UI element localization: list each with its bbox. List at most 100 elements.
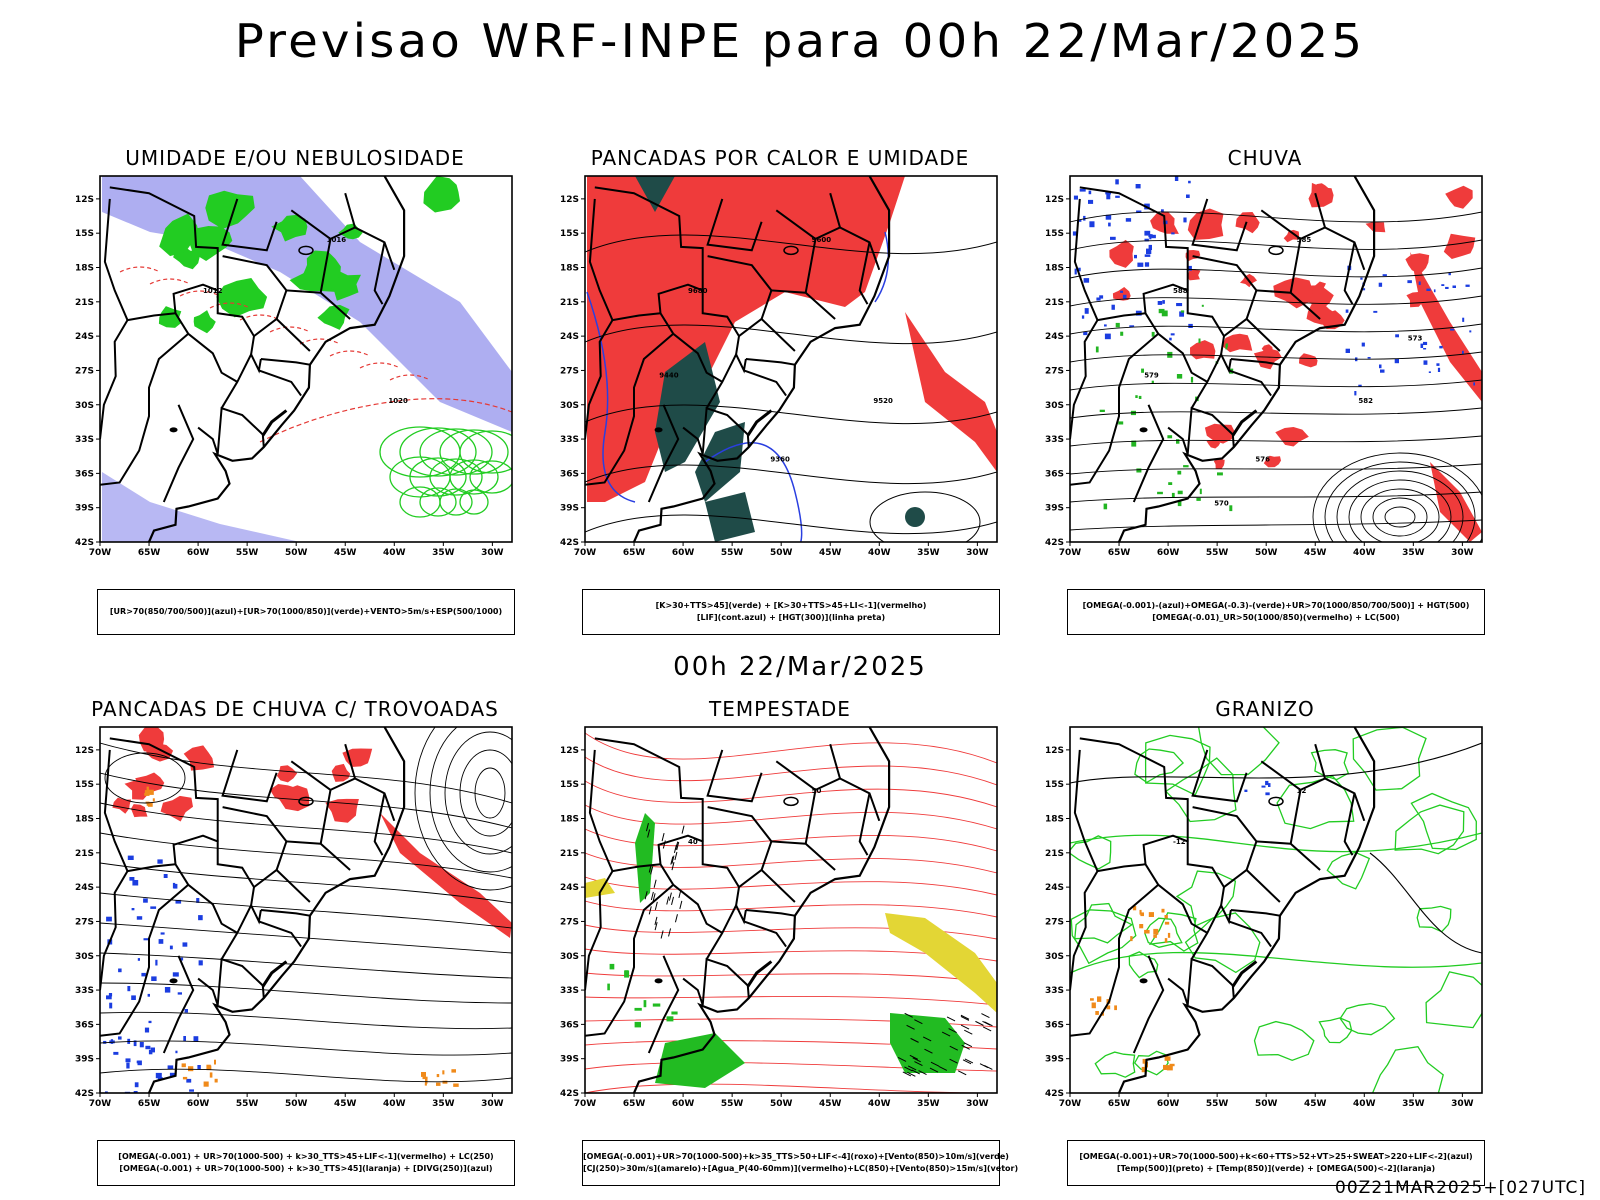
lon-tick-label: 30W <box>966 548 989 558</box>
lat-tick-label: 12S <box>1045 195 1064 205</box>
lat-tick-label: 18S <box>560 264 579 274</box>
border-line <box>588 749 661 873</box>
border-line <box>162 404 195 503</box>
green-contour <box>1148 912 1199 952</box>
dark-shading <box>905 507 925 527</box>
blue-omega-area <box>1157 301 1163 305</box>
blue-omega-area <box>1179 311 1184 317</box>
blue-divergence-area <box>175 899 182 904</box>
panel-legend: [OMEGA(-0.001)+UR>70(1000-500)+k>35_TTS>… <box>582 1140 1018 1186</box>
lon-tick-label: 70W <box>89 1099 112 1109</box>
lat-tick-label: 18S <box>560 815 579 825</box>
lat-tick-label: 33S <box>560 435 579 445</box>
lc850-streamline <box>585 876 997 896</box>
border-line <box>100 870 129 991</box>
wind-vector <box>679 900 683 910</box>
blue-divergence-area <box>163 874 168 878</box>
orange-shading <box>1095 1011 1099 1015</box>
border-line <box>344 743 356 779</box>
streamline <box>100 832 512 879</box>
blue-divergence-area <box>155 1072 162 1079</box>
green-omega-area <box>1151 331 1155 337</box>
lat-tick-label: 12S <box>1045 746 1064 756</box>
blue-omega-area <box>1108 222 1111 227</box>
green-contour <box>1371 1045 1444 1093</box>
red-dashed-contour <box>209 302 251 309</box>
dark-shading <box>635 176 675 212</box>
blue-omega-area <box>1452 285 1456 288</box>
blue-omega-area <box>1426 288 1431 291</box>
border-line <box>1132 955 1165 1054</box>
wind-vector <box>670 856 674 865</box>
streamline <box>1070 519 1482 531</box>
wind-vector <box>654 901 658 910</box>
lon-tick-label: 45W <box>334 1099 357 1109</box>
green-contour <box>1184 912 1261 974</box>
streamline <box>100 892 512 929</box>
blue-omega-area <box>1373 310 1378 313</box>
streamline <box>1070 435 1482 447</box>
state-border <box>783 796 799 807</box>
blue-divergence-area <box>175 1050 178 1054</box>
orange-shading <box>436 1074 440 1078</box>
blue-omega-area <box>1129 325 1135 328</box>
blue-omega-area <box>1345 348 1350 353</box>
green-omega-area <box>1135 395 1138 398</box>
border-line <box>705 352 747 409</box>
red-dashed-contour <box>119 266 161 273</box>
orange-shading <box>1142 1058 1146 1064</box>
green-contour <box>1070 832 1482 853</box>
blue-omega-area <box>1115 195 1120 198</box>
blue-omega-area <box>1074 268 1077 275</box>
lon-tick-label: 50W <box>1255 548 1278 558</box>
contour-label: 9680 <box>688 287 708 295</box>
blue-omega-area <box>1122 294 1127 299</box>
blue-divergence-area <box>184 1009 188 1013</box>
wind-vector <box>949 1045 958 1051</box>
lon-tick-label: 35W <box>1402 548 1425 558</box>
lat-tick-label: 30S <box>1045 401 1064 411</box>
blue-omega-area <box>1120 290 1123 293</box>
contour-label: 9600 <box>812 236 832 244</box>
blue-omega-area <box>1378 282 1383 287</box>
lat-tick-label: 27S <box>75 917 94 927</box>
legend-line: [Temp(500)](preto) + [Temp(850)](verde) … <box>1116 1164 1436 1173</box>
contour-label: 9520 <box>873 397 893 405</box>
orange-shading <box>453 1083 459 1087</box>
blue-omega-area <box>1146 248 1152 254</box>
wind-vector <box>914 1019 923 1025</box>
lake <box>1139 978 1148 984</box>
red-shading <box>1253 348 1282 370</box>
wind-vector <box>904 1012 913 1018</box>
lat-tick-label: 30S <box>560 952 579 962</box>
wind-vector <box>674 914 678 923</box>
red-shading <box>1190 340 1216 360</box>
lat-tick-label: 21S <box>75 298 94 308</box>
border-line <box>1192 806 1258 843</box>
lon-tick-label: 45W <box>1304 548 1327 558</box>
blue-omega-area <box>1111 304 1115 310</box>
orange-shading <box>425 1078 428 1084</box>
blue-omega-area <box>1358 384 1362 387</box>
lon-tick-label: 60W <box>672 548 695 558</box>
blue-divergence-area <box>109 1002 113 1009</box>
blue-omega-area <box>1379 364 1382 369</box>
border-line <box>172 283 256 383</box>
lon-tick-label: 40W <box>1353 548 1376 558</box>
panel-heat-showers: PANCADAS POR CALOR E UMIDADE 9680 9600 952… <box>545 146 1015 636</box>
border-line <box>1186 406 1235 454</box>
wind-vector <box>914 1061 923 1067</box>
border-line <box>682 426 704 455</box>
wind-vector <box>650 866 654 875</box>
green-contour <box>1326 851 1371 890</box>
streamline <box>1312 452 1482 542</box>
blue-omega-area <box>1433 289 1436 293</box>
orange-shading <box>1132 906 1137 911</box>
border-line <box>260 358 311 366</box>
blue-omega-area <box>1268 783 1271 787</box>
wind-vector <box>960 1024 970 1030</box>
blue-omega-area <box>1428 371 1431 373</box>
blue-omega-area <box>1420 343 1424 348</box>
lake <box>654 978 663 984</box>
green-omega-area <box>1099 409 1105 412</box>
